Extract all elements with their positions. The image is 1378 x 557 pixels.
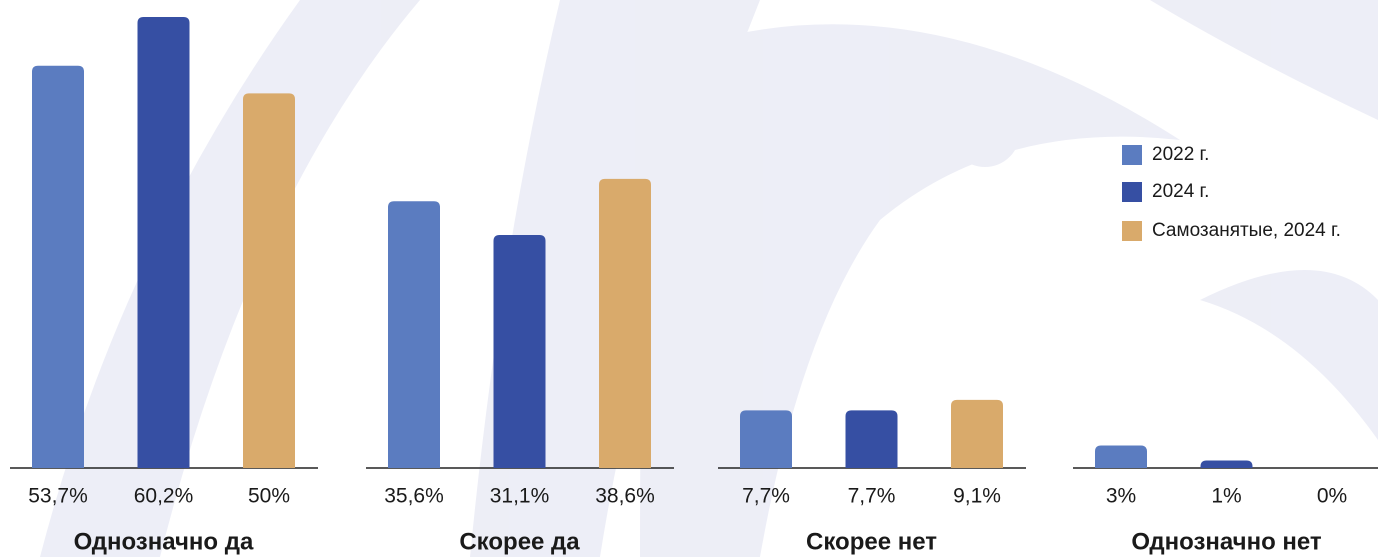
bar: [599, 178, 651, 468]
value-label: 7,7%: [742, 485, 790, 508]
value-label: 9,1%: [953, 485, 1001, 508]
legend-label: Самозанятые, 2024 г.: [1152, 220, 1341, 241]
legend-swatch: [1122, 145, 1142, 165]
category-label: Однозначно нет: [1131, 528, 1322, 555]
bar: [137, 17, 190, 468]
bar: [243, 93, 295, 468]
value-label: 53,7%: [28, 485, 88, 508]
legend-label: 2024 г.: [1152, 181, 1209, 202]
legend-swatch: [1122, 221, 1142, 241]
bar: [1200, 460, 1253, 468]
value-label: 38,6%: [595, 485, 655, 508]
legend-label: 2022 г.: [1152, 144, 1209, 165]
bar: [951, 399, 1003, 468]
value-label: 60,2%: [134, 485, 194, 508]
background-decoration: [40, 0, 1378, 557]
category-label: Скорее нет: [806, 528, 937, 555]
bar: [845, 410, 898, 468]
category-label: Скорее да: [459, 528, 580, 555]
value-label: 0%: [1317, 485, 1347, 508]
bar: [32, 65, 84, 468]
value-label: 3%: [1106, 485, 1136, 508]
value-label: 35,6%: [384, 485, 444, 508]
value-label: 7,7%: [848, 485, 896, 508]
bar: [388, 201, 440, 468]
category-label: Однозначно да: [74, 528, 254, 555]
value-label: 50%: [248, 485, 290, 508]
bar: [740, 410, 792, 468]
bar: [1095, 445, 1147, 468]
legend-swatch: [1122, 182, 1142, 202]
value-label: 31,1%: [490, 485, 550, 508]
value-label: 1%: [1211, 485, 1241, 508]
bar: [493, 235, 546, 468]
